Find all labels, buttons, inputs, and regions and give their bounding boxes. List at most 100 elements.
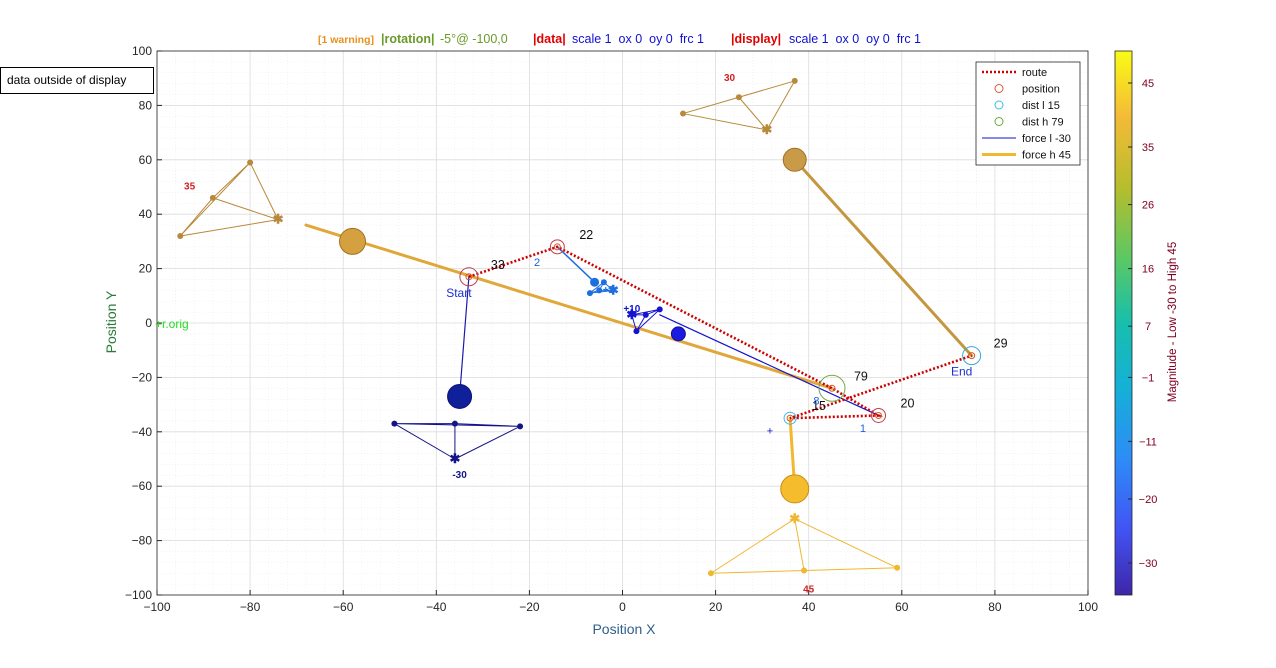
legend-label: force h 45 (1022, 150, 1071, 162)
triangle-label: 30 (724, 73, 736, 84)
colorbar-tick-label: 45 (1142, 78, 1154, 90)
chart-marks: ✱35✱30✱45✱-30✱+3✱+1033Start2279201529End… (155, 73, 1008, 595)
triangle-spoke (682, 113, 767, 131)
triangle-vertex (209, 194, 216, 201)
route-value-label: 33 (491, 258, 505, 272)
triangle-spoke (212, 197, 279, 221)
triangle-vertex (586, 290, 593, 297)
force-line (304, 223, 834, 390)
route-ring (783, 411, 797, 425)
legend-label: route (1022, 67, 1047, 79)
legend-swatch (994, 117, 1004, 126)
triangle-label: 45 (803, 584, 815, 595)
origin-label: +r.orig (155, 317, 189, 331)
triangle-vertex (642, 311, 649, 318)
route-endpoint-label: Start (446, 286, 472, 300)
y-tick-label: −100 (125, 588, 152, 602)
route-value-label: 79 (854, 369, 868, 383)
legend-label: force l -30 (1022, 133, 1071, 145)
legend-box (975, 61, 1081, 166)
legend-swatch (994, 100, 1004, 110)
force-line (556, 246, 596, 283)
force-line (458, 276, 470, 398)
triangle-spoke (766, 80, 796, 131)
x-tick-label: 20 (709, 600, 723, 614)
route-point (553, 243, 561, 251)
force-dot (780, 474, 810, 504)
triangle-spoke (454, 425, 521, 460)
triangle-center-star: ✱ (608, 282, 619, 297)
axis-ticks: −100 −80 −60 −40 −20 0 20 40 60 80 100−100−80−60−4… (125, 44, 1098, 614)
route-ring (962, 346, 982, 366)
colorbar-tick-label: −20 (1139, 494, 1158, 506)
triangle-label: +3 (603, 285, 615, 296)
colorbar-tick-label: −11 (1139, 436, 1157, 448)
y-tick-label: 100 (132, 44, 152, 58)
colorbar-tick-label: 7 (1145, 321, 1151, 333)
x-tick-label: −60 (333, 600, 354, 614)
force-line (793, 158, 974, 358)
triangle-vertex (707, 570, 714, 577)
colorbar: 45 35 26 16 7 −1 −11 −20 −30 (1114, 50, 1158, 596)
y-tick-label: −80 (132, 534, 153, 548)
y-tick-label: 20 (139, 262, 153, 276)
legend-label: position (1022, 84, 1060, 96)
triangle-label: 35 (184, 182, 196, 193)
header-data-key: |data| (533, 32, 566, 46)
x-tick-label: 40 (802, 600, 816, 614)
legend-label: dist l 15 (1022, 100, 1060, 112)
triangle-vertex (633, 328, 640, 335)
force-dot (670, 326, 686, 342)
vector-label: 1 (860, 423, 866, 435)
triangle-vertex (894, 564, 901, 571)
colorbar-tick-label: 35 (1142, 142, 1154, 154)
chart-legend: route position dist l 15 dist h 79 force l -… (975, 61, 1081, 166)
triangle-label: -30 (452, 470, 467, 481)
triangle-spoke (180, 219, 279, 237)
route-ring (871, 407, 887, 423)
vector-label: 2 (534, 257, 540, 269)
triangle-center-star: ✱ (626, 307, 637, 322)
force-dot (339, 227, 367, 255)
data-outside-note: data outside of display (0, 67, 154, 94)
triangle-vertex (247, 159, 254, 166)
x-tick-label: −80 (240, 600, 261, 614)
route-point (828, 384, 836, 392)
triangle-vertex (735, 94, 742, 101)
y-tick-label: −40 (132, 425, 153, 439)
x-tick-label: −40 (426, 600, 447, 614)
y-tick-label: −20 (132, 370, 153, 384)
x-tick-label: 0 (619, 600, 626, 614)
route-point (465, 273, 473, 281)
triangle-spoke (710, 518, 796, 574)
vector-label: + (767, 426, 773, 438)
force-line (659, 314, 880, 417)
vector-label: 8 (813, 396, 819, 408)
triangle-spoke (738, 96, 768, 131)
triangle-vertex (451, 420, 458, 427)
route-value-label: 15 (812, 399, 826, 413)
triangle-label: +10 (623, 304, 640, 315)
grid-lines (156, 50, 1089, 596)
triangle-spoke (794, 518, 898, 569)
header-warning: [1 warning] (318, 34, 374, 46)
force-triangle (589, 281, 605, 294)
route-ring (459, 267, 479, 287)
force-triangle (636, 308, 661, 332)
x-tick-label: −20 (519, 600, 540, 614)
colorbar-tick-label: −1 (1142, 372, 1155, 384)
x-axis-label: Position X (592, 621, 656, 637)
force-dot (447, 383, 473, 409)
route-point (968, 352, 976, 360)
triangle-spoke (394, 423, 456, 460)
triangle-vertex (791, 77, 798, 84)
x-tick-label: 60 (895, 600, 909, 614)
x-tick-label: 80 (988, 600, 1002, 614)
triangle-vertex (801, 567, 808, 574)
colorbar-tick-label: −30 (1139, 558, 1158, 570)
x-tick-label: 100 (1078, 600, 1098, 614)
header-display-key: |display| (731, 32, 781, 46)
x-tick-label: −100 (143, 600, 170, 614)
triangle-center-star: ✱ (273, 212, 284, 227)
triangle-vertex (656, 306, 663, 313)
